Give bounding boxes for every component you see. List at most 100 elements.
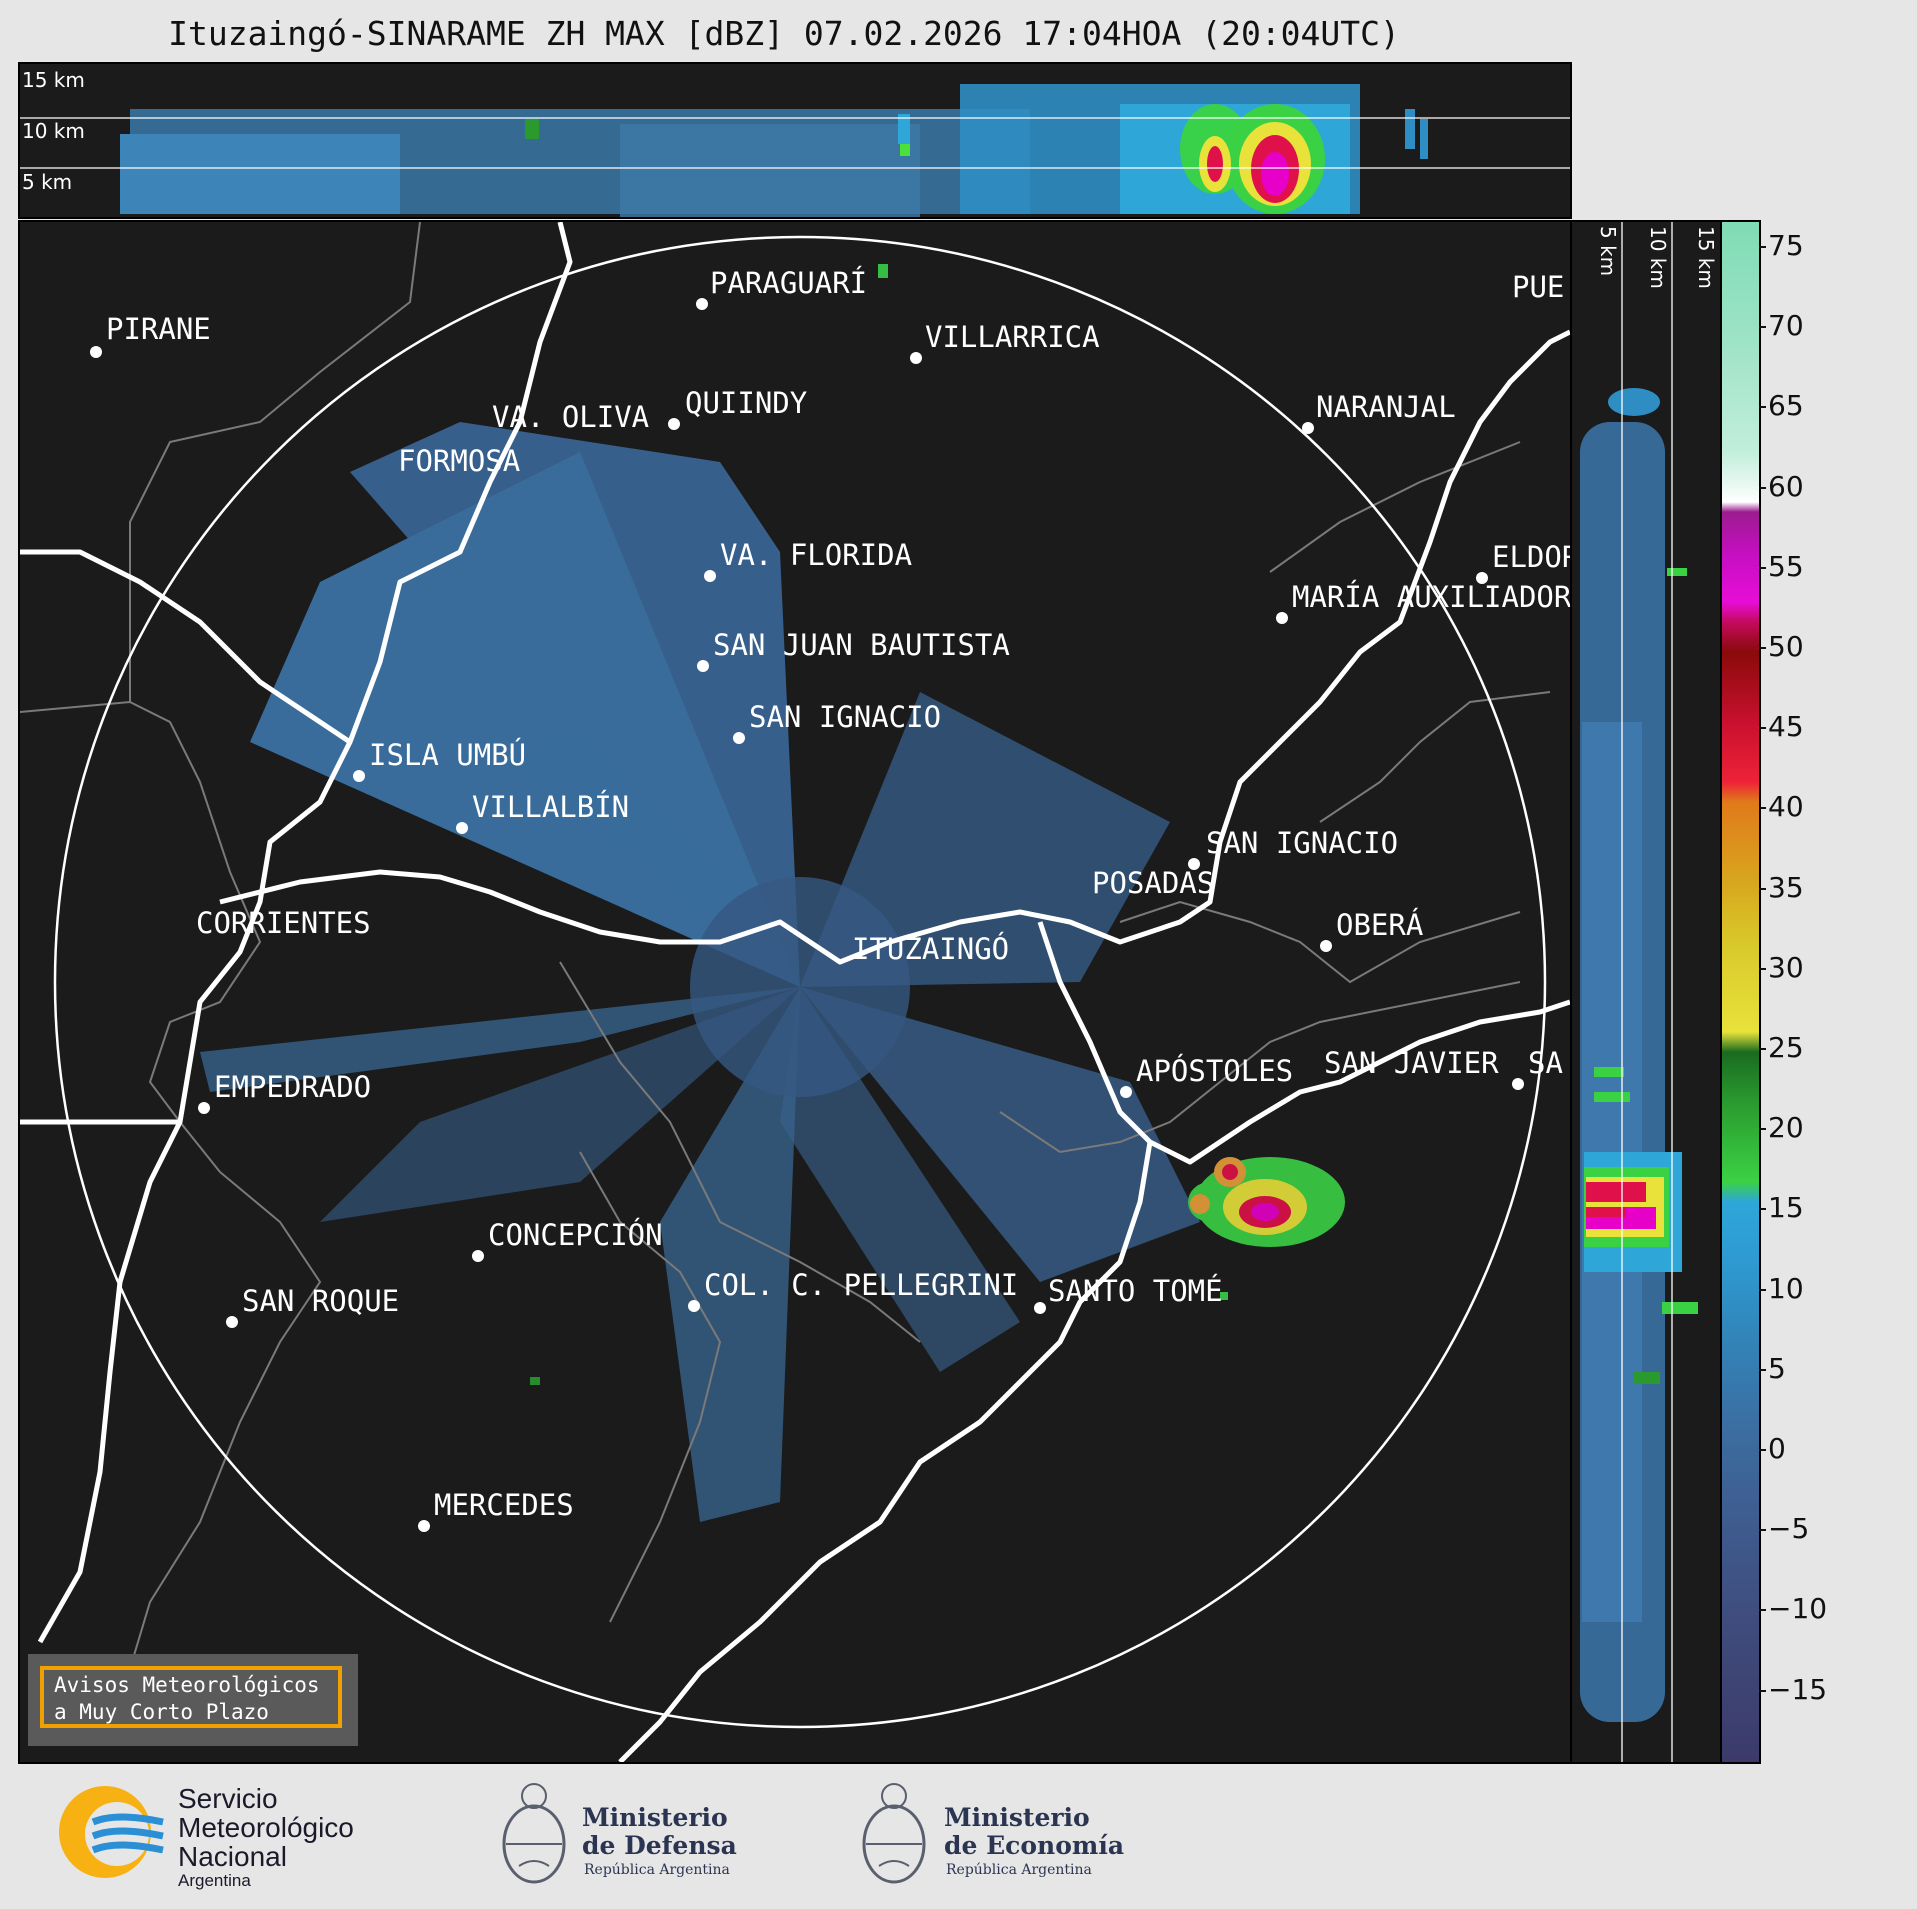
city-label-eldor: ELDOR (1492, 540, 1572, 574)
colorbar-tick-label: 65 (1768, 389, 1804, 423)
height-label-5km: 5 km (22, 170, 73, 194)
radar-echoes (200, 264, 1345, 1522)
notice-line-2: a Muy Corto Plazo (54, 1700, 269, 1724)
colorbar-tick-mark (1759, 887, 1766, 890)
smn-line-1: Servicio (178, 1783, 278, 1814)
radar-map-panel: PIRANE PARAGUARÍ VILLARRICA QUIINDY VA. … (18, 220, 1572, 1764)
national-borders (20, 222, 1570, 1762)
notice-box: Avisos Meteorológicos a Muy Corto Plazo (28, 1654, 358, 1746)
colorbar-tick-label: 30 (1768, 950, 1804, 984)
colorbar-tick-label: −15 (1768, 1672, 1828, 1706)
colorbar-tick-label: 55 (1768, 549, 1804, 583)
city-label-san-ignacio-py: SAN IGNACIO (749, 700, 942, 734)
colorbar-tick-label: 0 (1768, 1432, 1786, 1465)
side-height-label-15km: 15 km (1694, 226, 1718, 289)
city-dot-empedrado (198, 1102, 210, 1114)
city-label-villalbin: VILLALBÍN (472, 790, 630, 824)
smn-country: Argentina (178, 1871, 251, 1890)
city-dot-concepcion (472, 1250, 484, 1262)
colorbar-tick-mark (1759, 1689, 1766, 1692)
city-label-pirane: PIRANE (106, 312, 211, 346)
side-height-label-10km: 10 km (1646, 226, 1670, 289)
city-label-ituzaingo: ITUZAINGÓ (852, 932, 1010, 966)
city-label-formosa: FORMOSA (398, 444, 521, 478)
defensa-line-2: de Defensa (582, 1831, 737, 1860)
city-dot-san-juan-bautista (697, 660, 709, 672)
city-dot-san-ignacio-py (733, 732, 745, 744)
side-profile-echoes (1580, 222, 1698, 1762)
colorbar-tick-mark (1759, 1368, 1766, 1371)
colorbar-tick-mark (1759, 1529, 1766, 1532)
colorbar (1720, 220, 1761, 1764)
height-label-15km: 15 km (22, 68, 85, 92)
colorbar-tick-mark (1759, 566, 1766, 569)
city-label-san-juan-bautista: SAN JUAN BAUTISTA (713, 628, 1010, 662)
city-label-col-pellegrini: COL. C. PELLEGRINI (704, 1268, 1019, 1302)
notice-text: Avisos Meteorológicos a Muy Corto Plazo (40, 1666, 342, 1728)
city-label-san-ignacio-ar: SAN IGNACIO (1206, 826, 1399, 860)
city-dot-villalbin (456, 822, 468, 834)
city-label-villarrica: VILLARRICA (925, 320, 1100, 354)
smn-line-2: Meteorológico (178, 1812, 354, 1843)
city-dot-mercedes (418, 1520, 430, 1532)
colorbar-tick-mark (1759, 406, 1766, 409)
city-label-naranjal: NARANJAL (1316, 390, 1456, 424)
colorbar-tick-label: 25 (1768, 1031, 1804, 1064)
colorbar-tick-label: 60 (1768, 469, 1804, 503)
city-dot-obera (1320, 940, 1332, 952)
colorbar-tick-label: 75 (1768, 229, 1804, 262)
side-height-profile-panel: 5 km 10 km 15 km (1570, 220, 1724, 1764)
city-label-san-roque: SAN ROQUE (242, 1284, 400, 1318)
city-label-empedrado: EMPEDRADO (214, 1070, 372, 1104)
city-label-san-javier: SAN JAVIER (1324, 1046, 1499, 1080)
colorbar-tick-mark (1759, 1609, 1766, 1612)
colorbar-tick-label: −5 (1768, 1512, 1810, 1546)
city-label-santo-tome: SANTO TOMÉ (1048, 1274, 1223, 1308)
colorbar-tick-label: 15 (1768, 1191, 1804, 1225)
colorbar-gradient (1722, 222, 1759, 1762)
city-dot-pirane (90, 346, 102, 358)
height-label-10km: 10 km (22, 119, 85, 143)
city-label-va-oliva: VA. OLIVA (492, 400, 650, 434)
colorbar-tick-mark (1759, 647, 1766, 649)
coat-of-arms-icon (502, 1783, 566, 1884)
colorbar-tick-mark (1759, 326, 1766, 329)
coat-of-arms-icon (862, 1783, 926, 1884)
city-label-corrientes: CORRIENTES (196, 906, 371, 940)
page-title: Ituzaingó-SINARAME ZH MAX [dBZ] 07.02.20… (168, 14, 1400, 53)
smn-logo-icon (59, 1786, 164, 1878)
colorbar-tick-mark (1759, 486, 1766, 489)
defensa-line-1: Ministerio (582, 1803, 728, 1832)
city-label-paraguari: PARAGUARÍ (710, 266, 868, 300)
side-height-label-5km: 5 km (1596, 226, 1620, 277)
defensa-country: República Argentina (584, 1862, 730, 1878)
city-dot-paraguari (696, 298, 708, 310)
colorbar-tick-label: 10 (1768, 1271, 1804, 1305)
city-dot-apostoles (1120, 1086, 1132, 1098)
colorbar-tick-mark (1759, 1449, 1766, 1451)
city-label-pue: PUE (1512, 270, 1565, 304)
city-dot-santo-tome (1034, 1302, 1046, 1314)
colorbar-tick-mark (1759, 1048, 1766, 1050)
city-dot-quiindy (668, 418, 680, 430)
top-profile-echoes (20, 84, 1570, 217)
province-boundaries (20, 222, 1551, 1703)
colorbar-tick-mark (1759, 1288, 1766, 1291)
city-label-obera: OBERÁ (1336, 908, 1424, 942)
colorbar-tick-mark (1759, 967, 1766, 970)
colorbar-tick-label: 50 (1768, 630, 1804, 663)
economia-line-1: Ministerio (944, 1803, 1090, 1832)
city-label-apostoles: APÓSTOLES (1136, 1054, 1294, 1088)
city-label-maria-auxiliadora: MARÍA AUXILIADOR (1292, 580, 1572, 614)
radar-map-svg (20, 222, 1570, 1762)
city-label-concepcion: CONCEPCIÓN (488, 1218, 663, 1252)
colorbar-tick-label: 70 (1768, 309, 1804, 343)
city-dot-eldor (1476, 572, 1488, 584)
smn-name: Servicio Meteorológico Nacional (178, 1784, 354, 1871)
colorbar-tick-label: 40 (1768, 790, 1804, 824)
city-dot-villarrica (910, 352, 922, 364)
city-dot-isla-umbu (353, 770, 365, 782)
colorbar-tick-mark (1759, 807, 1766, 810)
city-label-quiindy: QUIINDY (685, 386, 808, 420)
colorbar-tick-label: −10 (1768, 1592, 1828, 1626)
